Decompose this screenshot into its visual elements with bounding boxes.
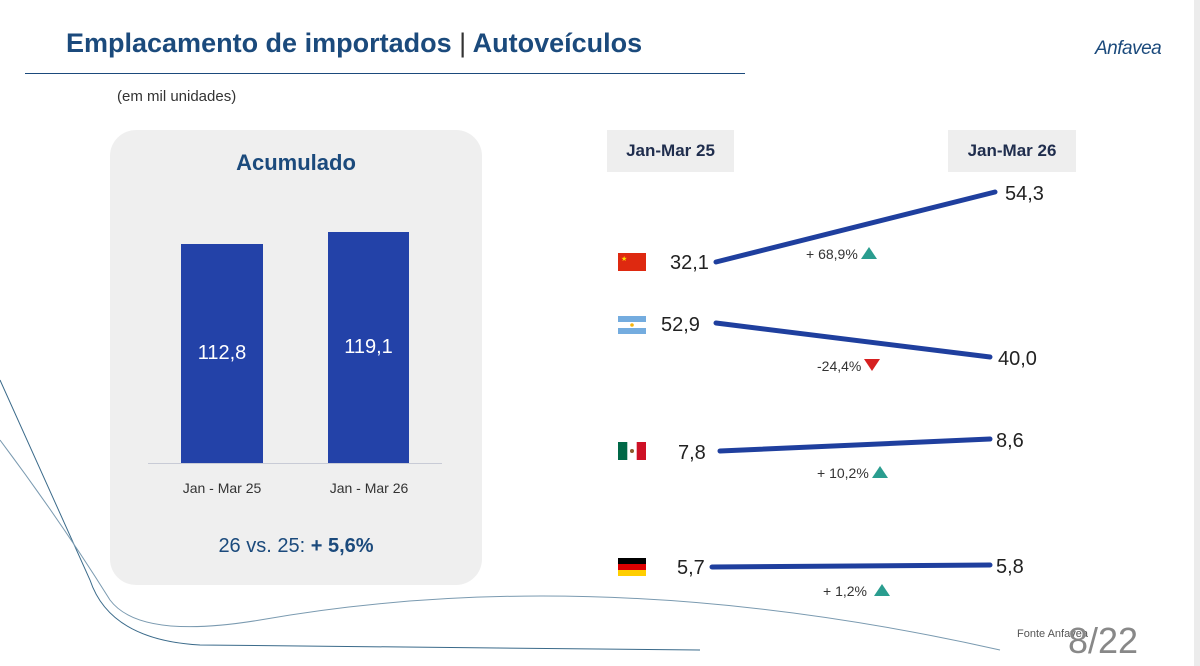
up-arrow-icon [871, 466, 888, 478]
summary-value: + 5,6% [310, 535, 374, 557]
title-sub: Autoveículos [472, 28, 643, 58]
germany-value-26: 5,8 [996, 556, 1024, 578]
change-text: + 68,9% [806, 246, 858, 262]
page-title: Emplacamento de importados | Autoveículo… [66, 28, 642, 59]
bar-label: Jan - Mar 25 [182, 480, 262, 496]
mexico-value-25: 7,8 [678, 442, 706, 464]
slope-line-argentina [713, 320, 993, 360]
title-main: Emplacamento de importados [66, 28, 452, 58]
china-value-25: 32,1 [670, 252, 709, 274]
header-jan-mar-26: Jan-Mar 26 [948, 130, 1076, 172]
change-text: + 10,2% [817, 465, 869, 481]
up-arrow-icon [873, 584, 890, 596]
down-arrow-icon [864, 359, 881, 371]
right-edge [1194, 0, 1200, 666]
title-separator: | [459, 28, 467, 58]
argentina-change: -24,4% [817, 358, 881, 374]
up-arrow-icon [860, 247, 877, 259]
change-text: + 1,2% [823, 583, 867, 599]
change-text: -24,4% [817, 358, 862, 374]
page-counter: 8/22 [1068, 620, 1139, 661]
svg-text:★: ★ [621, 255, 627, 263]
mexico-change: + 10,2% [817, 465, 888, 481]
x-axis [148, 463, 442, 464]
source-note: Fonte Anfavea [1017, 628, 1088, 640]
anfavea-logo: Anfavea [1095, 38, 1162, 59]
bar-jan-mar-25: 112,8 [181, 244, 263, 463]
bar-label: Jan - Mar 26 [329, 480, 409, 496]
header-jan-mar-25: Jan-Mar 25 [607, 130, 734, 172]
summary-prefix: 26 vs. 25: [218, 535, 306, 557]
china-value-26: 54,3 [1005, 183, 1044, 205]
card-title: Acumulado [236, 150, 356, 175]
germany-value-25: 5,7 [677, 557, 705, 579]
bar-jan-mar-26: 119,1 [328, 232, 409, 463]
unit-subtitle: (em mil unidades) [117, 88, 237, 105]
mexico-flag-icon [618, 442, 646, 460]
germany-flag-icon [618, 558, 646, 576]
slope-line-germany [709, 562, 993, 570]
china-flag-icon: ★ [618, 253, 646, 271]
accumulated-card: Acumulado 112,8 119,1 Jan - Mar 25 Jan -… [110, 130, 482, 585]
mexico-value-26: 8,6 [996, 430, 1024, 452]
argentina-value-25: 52,9 [661, 314, 700, 336]
slope-line-china [713, 189, 998, 265]
title-rule [25, 73, 745, 74]
argentina-value-26: 40,0 [998, 348, 1037, 370]
growth-summary: 26 vs. 25: + 5,6% [110, 535, 482, 558]
germany-change: + 1,2% [823, 583, 890, 599]
argentina-flag-icon [618, 316, 646, 334]
slope-line-mexico [717, 436, 993, 454]
china-change: + 68,9% [806, 246, 877, 262]
